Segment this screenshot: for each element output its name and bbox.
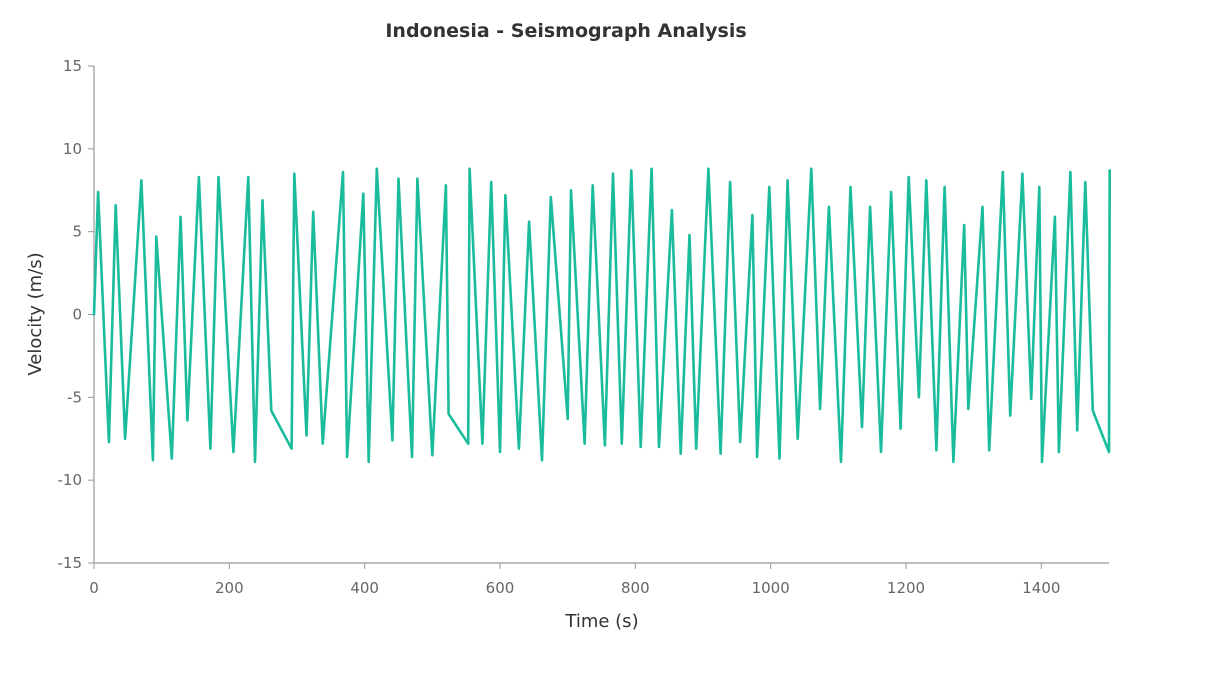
- x-tick-label: 1200: [887, 579, 925, 597]
- x-tick-label: 0: [89, 579, 99, 597]
- x-tick-label: 600: [486, 579, 515, 597]
- series-line: [92, 167, 1111, 464]
- x-axis-title: Time (s): [564, 611, 638, 632]
- y-tick-label: -5: [67, 388, 82, 406]
- chart-title: Indonesia - Seismograph Analysis: [385, 20, 746, 42]
- x-tick-label: 200: [215, 579, 244, 597]
- y-tick-label: 5: [72, 223, 82, 241]
- x-tick-label: 400: [350, 579, 379, 597]
- x-tick-label: 1000: [752, 579, 790, 597]
- series-group: [92, 167, 1111, 464]
- y-tick-label: 10: [63, 140, 82, 158]
- x-tick-label: 1400: [1022, 579, 1060, 597]
- y-tick-label: 0: [72, 306, 82, 324]
- y-axis-title: Velocity (m/s): [25, 252, 46, 375]
- y-tick-label: -10: [58, 471, 83, 489]
- y-axis-ticks: -15 -10 -5 0 5 10 15: [58, 57, 94, 572]
- x-tick-label: 800: [621, 579, 650, 597]
- y-tick-label: -15: [58, 554, 83, 572]
- x-axis-ticks: 0 200 400 600 800 1000 1200 1400: [89, 563, 1060, 597]
- y-tick-label: 15: [63, 57, 82, 75]
